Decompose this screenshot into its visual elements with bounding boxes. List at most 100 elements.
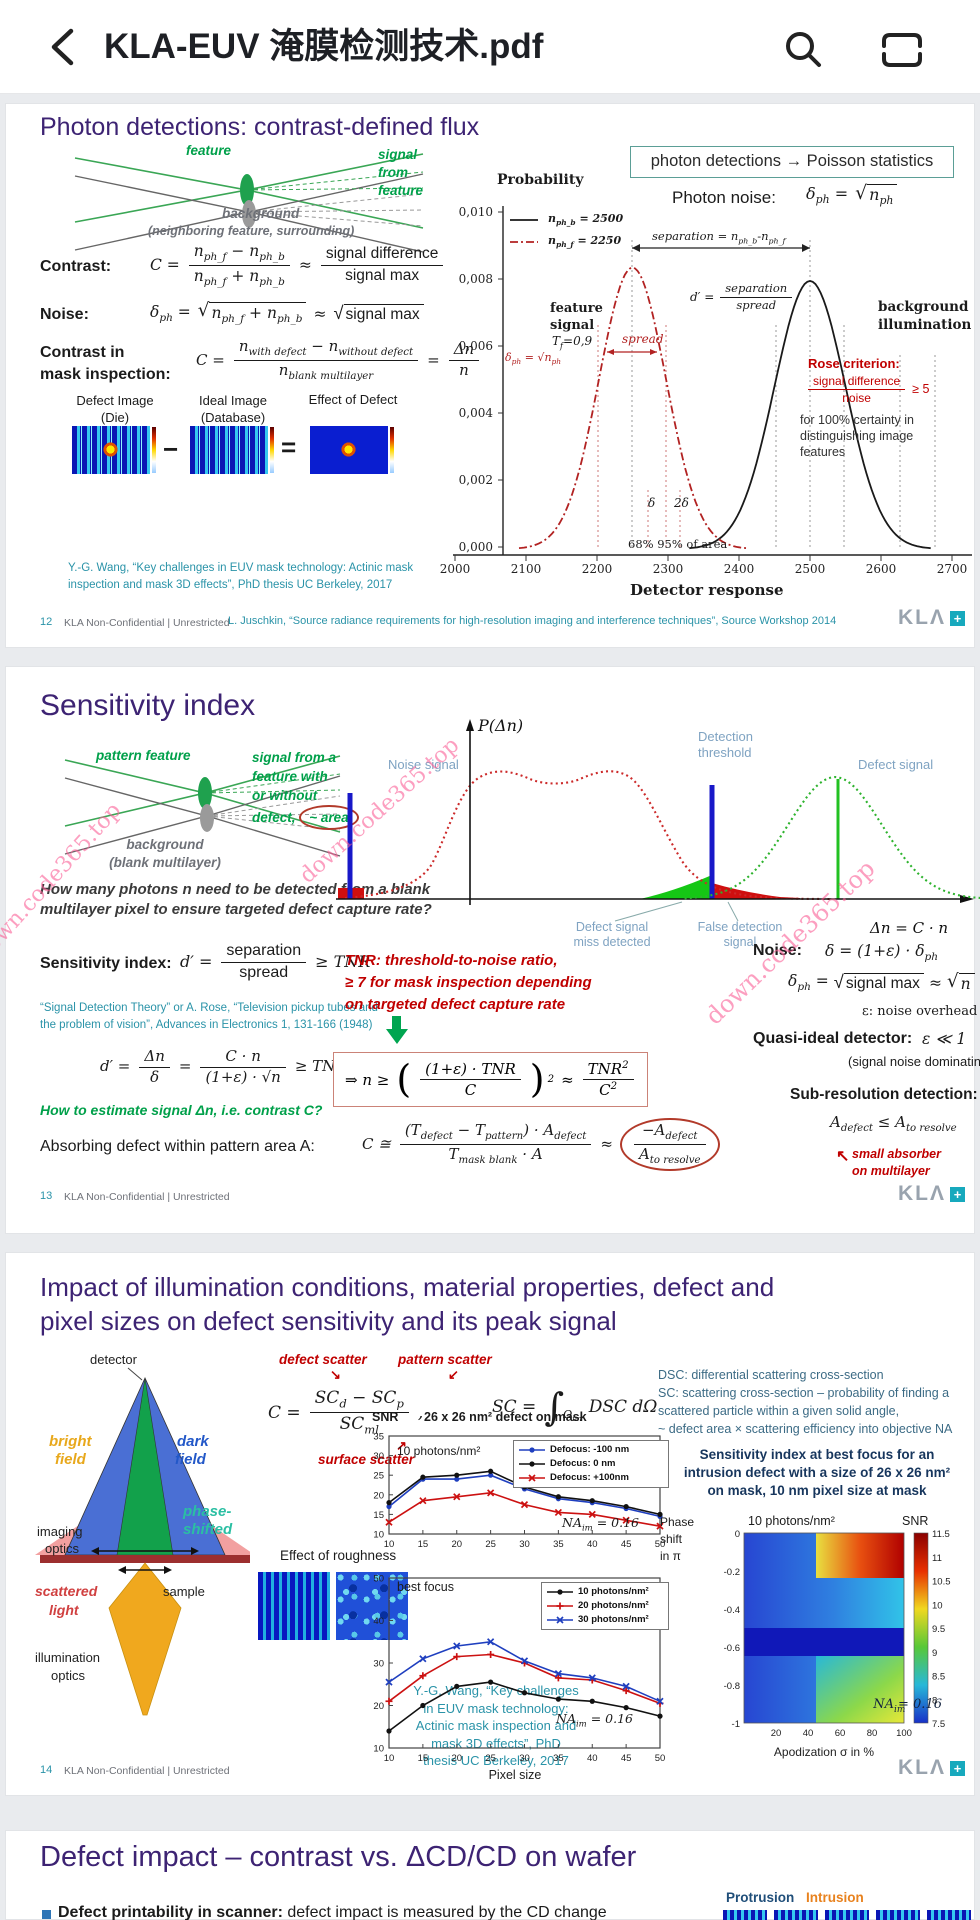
- snr2-annotation: best focus: [397, 1580, 454, 1594]
- sensitivity-index-formula: d′ = separation spread ≥ TNR: [180, 942, 371, 981]
- apodization-label: Apodization σ in %: [774, 1745, 874, 1759]
- legend-nphf: nph_f = 2250: [548, 234, 622, 250]
- rose-criterion-label: Rose criterion:: [808, 356, 900, 371]
- kla-plus-icon: +: [950, 1760, 965, 1776]
- x-tick-label: 40: [587, 1753, 598, 1764]
- separation-annotation: separation = nph_b-nph_f: [652, 229, 786, 246]
- slide-page-12: [5, 103, 975, 648]
- colorbar-tick: 10: [932, 1600, 943, 1611]
- y-tick-label: 30: [373, 1451, 384, 1462]
- minus-operator: −: [163, 434, 179, 464]
- x-tick-label: 10: [384, 1539, 395, 1550]
- slide1-confidential: KLA Non-Confidential | Unrestricted: [64, 617, 230, 629]
- back-icon[interactable]: [44, 26, 80, 68]
- snr2-legend: 10 photons/nm² 20 photons/nm² 30 photons/n…: [541, 1582, 669, 1630]
- y-tick-label: 25: [373, 1471, 384, 1482]
- heatmap-x-tick: 80: [867, 1728, 878, 1739]
- heatmap-y-tick: -1: [732, 1719, 740, 1730]
- caption-defect-image: Defect Image (Die): [76, 393, 154, 425]
- x-tick-label: 2100: [511, 562, 542, 576]
- contents-icon[interactable]: [878, 30, 926, 70]
- y-tick-label: 0,006: [459, 339, 493, 353]
- rose-1948-citation: “Signal Detection Theory” or A. Rose, “T…: [40, 1002, 378, 1031]
- imaging-optics-label2: optics: [45, 1541, 79, 1556]
- scattered-light-label1: scattered: [35, 1583, 98, 1599]
- tf-annotation: Tf=0,9: [552, 334, 593, 351]
- defect-scatter-label: defect scatter: [279, 1352, 367, 1367]
- caption-ideal-image: Ideal Image (Database): [199, 393, 267, 425]
- colorbar-tick: 8: [932, 1695, 937, 1706]
- colorbar-tick: 7.5: [932, 1719, 945, 1730]
- svg-text:im: im: [894, 1705, 905, 1715]
- photon-noise-label: Photon noise:: [672, 188, 776, 207]
- quasi-ideal-math: ε ≪ 1: [922, 1030, 967, 1048]
- effect-of-roughness-label: Effect of roughness: [280, 1548, 397, 1563]
- dn-cn-label: Δn = C · n: [869, 919, 948, 937]
- x-tick-label: 35: [553, 1753, 564, 1764]
- x-tick-label: 10: [384, 1753, 395, 1764]
- feature-signal-annotation: feature signal: [550, 301, 603, 333]
- y-tick-label: 50: [373, 1574, 384, 1585]
- defect-image-die: [72, 426, 156, 474]
- sensitivity-index-label: Sensitivity index:: [40, 955, 172, 972]
- caption-effect-of-defect: Effect of Defect: [308, 392, 398, 407]
- illumination-optics-label1: illumination: [35, 1650, 100, 1665]
- snr1-na: NAim = 0.16: [562, 1515, 640, 1534]
- noise2-formula: δ = (1+ε) · δph: [825, 942, 939, 964]
- absorbing-formula: C ≅ (Tdefect − Tpattern) · Adefect Tmask …: [362, 1118, 720, 1172]
- colorbar-tick: 11.5: [932, 1529, 950, 1540]
- label-background: background: [222, 206, 300, 221]
- noise-formula: δph = √ nph_f + nph_b ≈ √ signal max: [150, 301, 424, 326]
- delta-annotation: δ: [648, 496, 656, 510]
- heatmap-y-tick: -0.6: [724, 1643, 740, 1654]
- bright-field-label1: bright: [49, 1433, 92, 1450]
- kla-plus-icon: +: [950, 1186, 965, 1202]
- app-bar: KLA-EUV 淹膜检测技术.pdf: [0, 0, 980, 94]
- quasi-ideal-label: Quasi-ideal detector:: [753, 1030, 913, 1047]
- defect-signal-curve: [684, 775, 980, 900]
- slide1-title: Photon detections: contrast-defined flux: [40, 113, 480, 141]
- protrusion-label: Protrusion: [726, 1890, 795, 1905]
- heatmap-y-tick: 0: [735, 1529, 740, 1540]
- pixel-size-label: Pixel size: [488, 1768, 542, 1782]
- snr2-na: NAim = 0.16: [556, 1711, 634, 1730]
- slide1-wang-citation: Y.-G. Wang, “Key challenges in EUV mask …: [68, 562, 414, 591]
- slide2-page-number: 13: [40, 1190, 53, 1202]
- kla-logo-text: KLΛ: [898, 1756, 946, 1779]
- kla-plus-icon: +: [950, 610, 965, 626]
- bright-field-label2: field: [55, 1451, 87, 1468]
- x-tick-label: 20: [451, 1753, 462, 1764]
- sensitivity-heatmap: NA im = 0.16 Apodization σ in % 0 -0.2 -0.…: [724, 1529, 951, 1759]
- slide-page-13: [5, 666, 975, 1234]
- equals-operator: =: [281, 432, 297, 462]
- colorbar-tick: 11: [932, 1553, 942, 1564]
- colorbar-tick: 9.5: [932, 1624, 945, 1635]
- x-tick-label: 2500: [795, 562, 826, 576]
- poisson-box-text: photon detections → Poisson statistics: [650, 152, 934, 171]
- pattern-scatter-arrow-icon: ↙: [448, 1367, 459, 1382]
- legend-entry: Defocus: +100nm: [518, 1471, 664, 1485]
- y-tick-label: 20: [373, 1490, 384, 1501]
- mask-contrast-label: Contrast in mask inspection:: [40, 344, 171, 383]
- detection-threshold-label1: Detection: [698, 729, 753, 744]
- heatmap-y-tick: -0.4: [724, 1605, 740, 1616]
- x-tick-label: 40: [587, 1539, 598, 1550]
- scatter-integral-formula: SC = ∫ Ωim DSC dΩ: [492, 1385, 658, 1429]
- imaging-optics-label1: imaging: [37, 1524, 83, 1539]
- heatmap-x-tick: 100: [896, 1728, 912, 1739]
- estimate-question: How to estimate signal Δn, i.e. contrast…: [40, 1102, 323, 1118]
- two-delta-annotation: 2δ: [674, 496, 689, 510]
- snr1-annotation: 10 photons/nm²: [397, 1444, 481, 1458]
- small-absorber-oval: −Adefect Ato resolve: [619, 1118, 720, 1172]
- distribution-curve: [689, 280, 931, 550]
- x-tick-label: 20: [451, 1539, 462, 1550]
- search-icon[interactable]: [782, 28, 826, 72]
- defect-signal-label: Defect signal: [858, 757, 933, 772]
- label-pattern-feature: pattern feature: [96, 748, 191, 763]
- heatmap-na: NA: [872, 1697, 894, 1712]
- false-detection-label1: False detection: [698, 920, 783, 934]
- heatmap-title: Sensitivity index at best focus for an i…: [683, 1447, 951, 1498]
- bright-dark-field-diagram: detector bright field dark field phase- …: [35, 1352, 250, 1716]
- y-tick-label: 0,000: [459, 540, 493, 554]
- rose-criterion-note: for 100% certainty in distinguishing imag…: [800, 413, 914, 459]
